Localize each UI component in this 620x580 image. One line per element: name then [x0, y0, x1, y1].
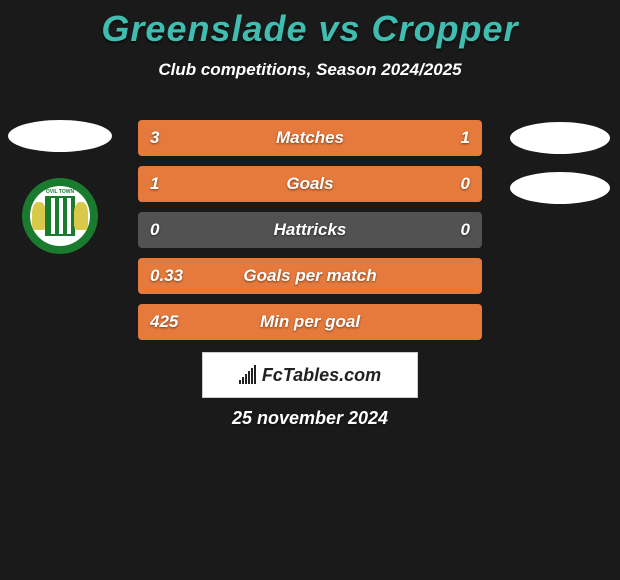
bar-chart-icon-bar — [248, 371, 250, 384]
club-lion-left — [32, 202, 46, 230]
club-stripes — [45, 196, 75, 236]
bar-label: Min per goal — [138, 312, 482, 332]
brand-box[interactable]: FcTables.com — [202, 352, 418, 398]
club-badge-left: OVIL TOWN — [22, 178, 98, 254]
comparison-bars: 3Matches11Goals00Hattricks00.33Goals per… — [138, 120, 482, 350]
club-lion-right — [74, 202, 88, 230]
page-title: Greenslade vs Cropper — [0, 0, 620, 50]
player-left-placeholder — [8, 120, 112, 152]
stat-row: 0.33Goals per match — [138, 258, 482, 294]
stat-row: 0Hattricks0 — [138, 212, 482, 248]
bar-chart-icon-bar — [254, 365, 256, 384]
bar-right-value: 0 — [461, 174, 470, 194]
bar-chart-icon-bar — [242, 377, 244, 384]
bar-label: Hattricks — [138, 220, 482, 240]
bar-label: Goals — [138, 174, 482, 194]
bar-chart-icon-bar — [245, 374, 247, 384]
bar-right-value: 0 — [461, 220, 470, 240]
bar-label: Goals per match — [138, 266, 482, 286]
brand-text: FcTables.com — [262, 365, 381, 386]
player-right-placeholder-1 — [510, 122, 610, 154]
bar-chart-icon-bar — [239, 380, 241, 384]
stat-row: 3Matches1 — [138, 120, 482, 156]
bar-right-value: 1 — [461, 128, 470, 148]
player-right-placeholder-2 — [510, 172, 610, 204]
stat-row: 1Goals0 — [138, 166, 482, 202]
page-subtitle: Club competitions, Season 2024/2025 — [0, 60, 620, 80]
bar-label: Matches — [138, 128, 482, 148]
bar-chart-icon — [239, 366, 256, 384]
stat-row: 425Min per goal — [138, 304, 482, 340]
date-label: 25 november 2024 — [0, 408, 620, 429]
bar-chart-icon-bar — [251, 368, 253, 384]
